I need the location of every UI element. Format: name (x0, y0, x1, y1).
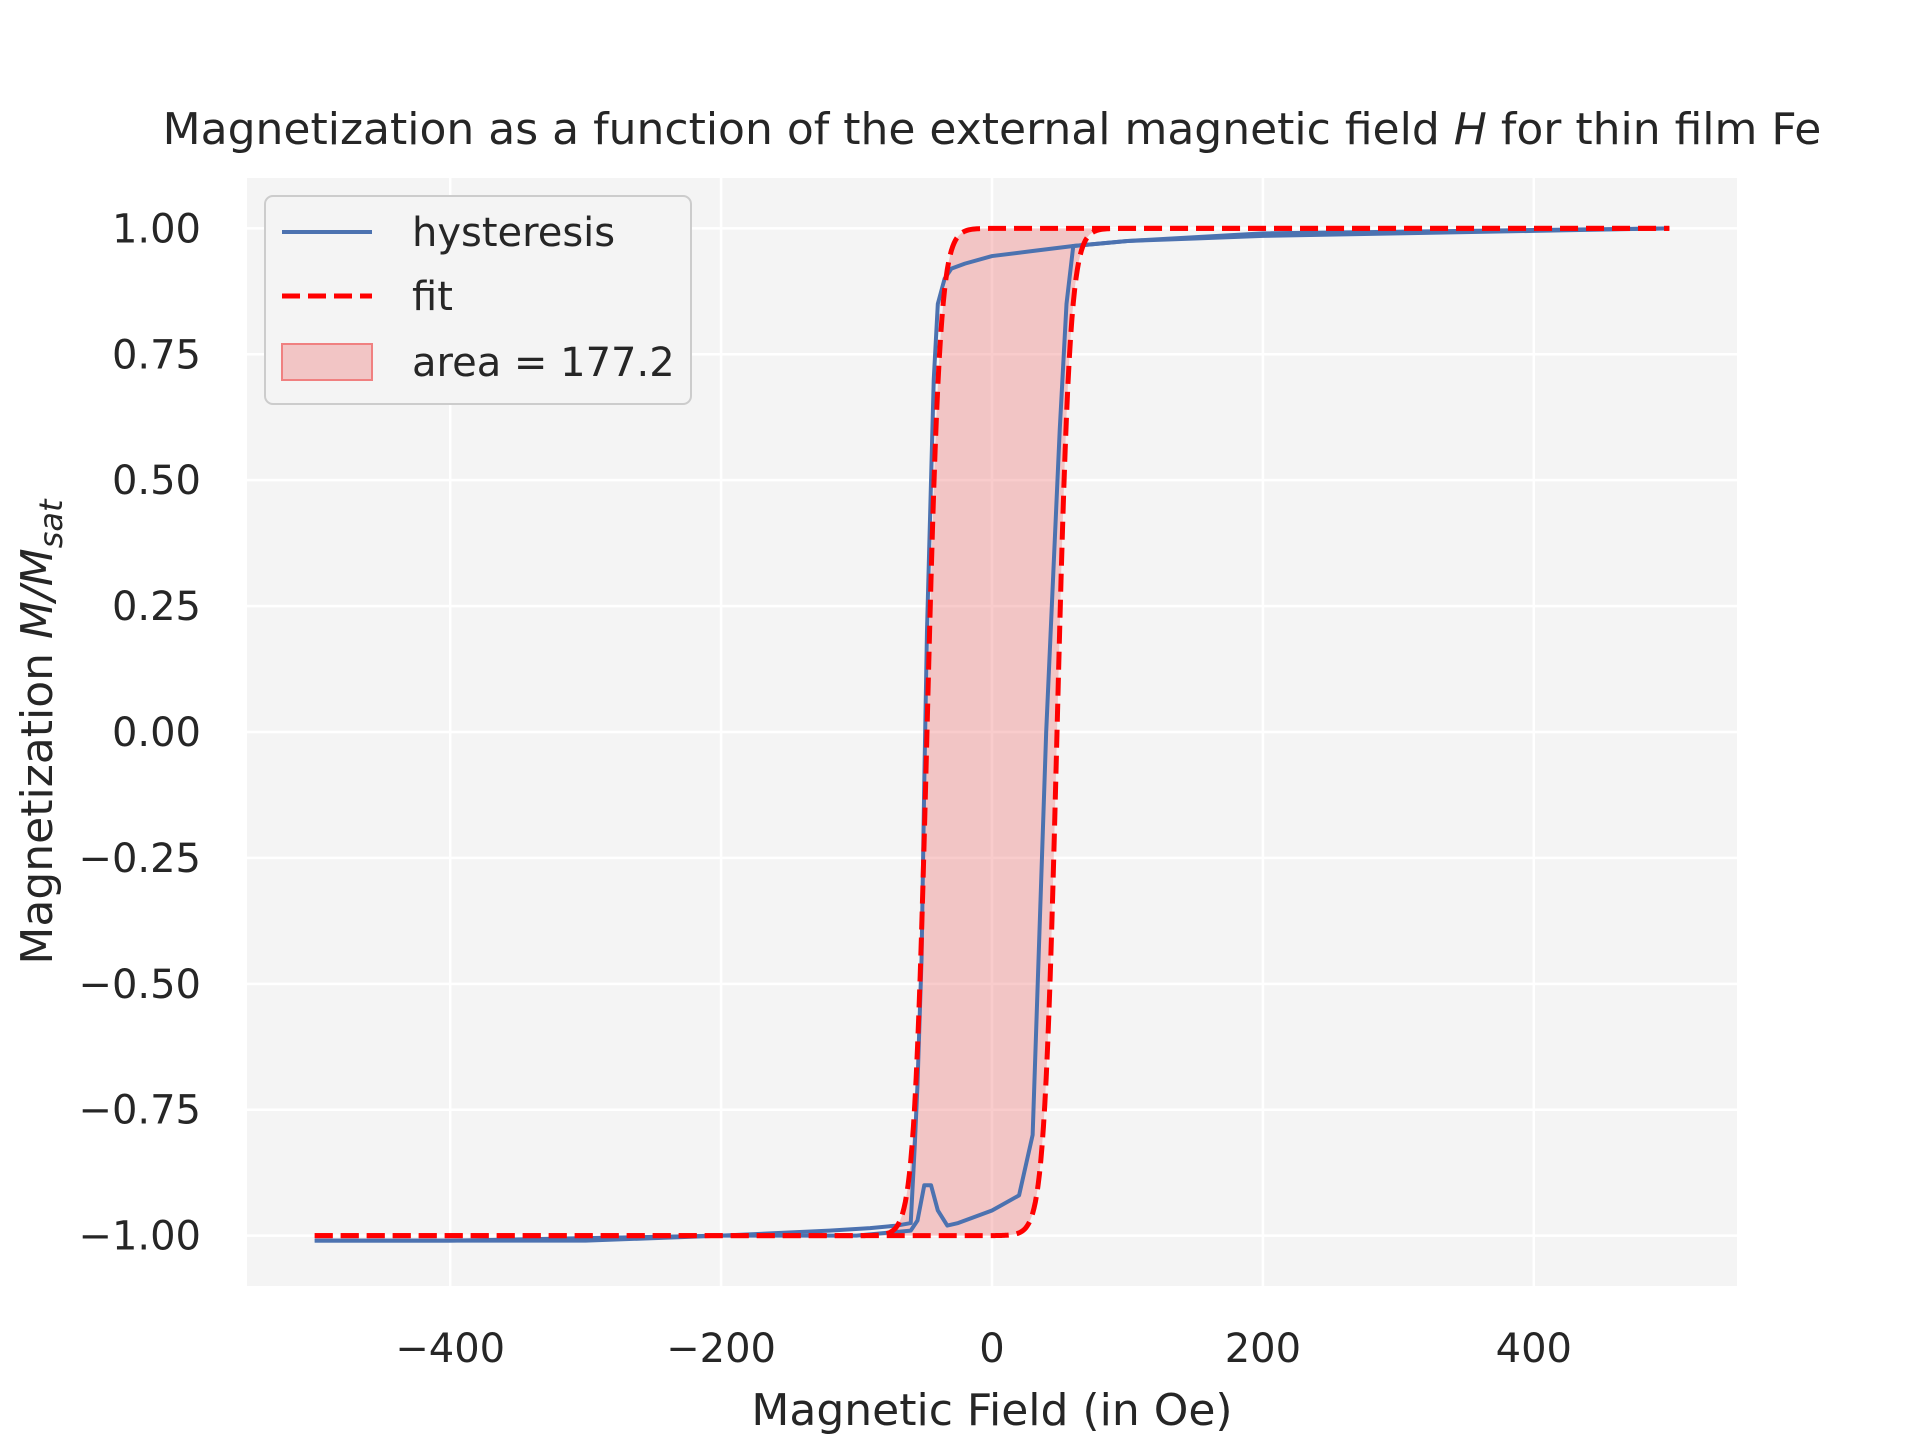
y-tick-label: 0.25 (112, 584, 201, 630)
plot-content (314, 225, 1670, 1243)
chart-title: Magnetization as a function of the exter… (163, 104, 1822, 155)
y-tick-label: 0.00 (112, 710, 201, 756)
legend-area-label: area = 177.2 (412, 340, 675, 386)
hysteresis-ascending-line (314, 226, 1670, 1243)
y-tick-label: −0.25 (78, 836, 201, 882)
x-tick-label: −400 (395, 1326, 505, 1372)
x-tick-label: −200 (666, 1326, 776, 1372)
legend-fit-label: fit (412, 274, 453, 320)
y-tick-label: 0.75 (112, 332, 201, 378)
y-axis-ticks: 1.00 0.75 0.50 0.25 0.00 −0.25 −0.50 −0.75 −1.00 (78, 206, 201, 1259)
area-fill (314, 228, 1670, 1236)
y-axis-label: Magnetization M/Msat (12, 498, 70, 965)
legend-area-swatch (281, 343, 373, 381)
y-tick-label: −0.75 (78, 1088, 201, 1134)
legend: hysteresis fit area = 177.2 (264, 195, 692, 405)
x-tick-label: 0 (979, 1326, 1004, 1372)
x-axis-label: Magnetic Field (in Oe) (751, 1385, 1232, 1436)
y-tick-label: −1.00 (78, 1214, 201, 1260)
x-axis-ticks: −400 −200 0 200 400 (395, 1326, 1572, 1372)
fit-ascending-line (314, 225, 1670, 1239)
x-tick-label: 400 (1496, 1326, 1572, 1372)
y-tick-label: 0.50 (112, 458, 201, 504)
x-tick-label: 200 (1225, 1326, 1301, 1372)
y-tick-label: −0.50 (78, 962, 201, 1008)
y-tick-label: 1.00 (112, 206, 201, 252)
legend-hysteresis-label: hysteresis (412, 210, 615, 256)
